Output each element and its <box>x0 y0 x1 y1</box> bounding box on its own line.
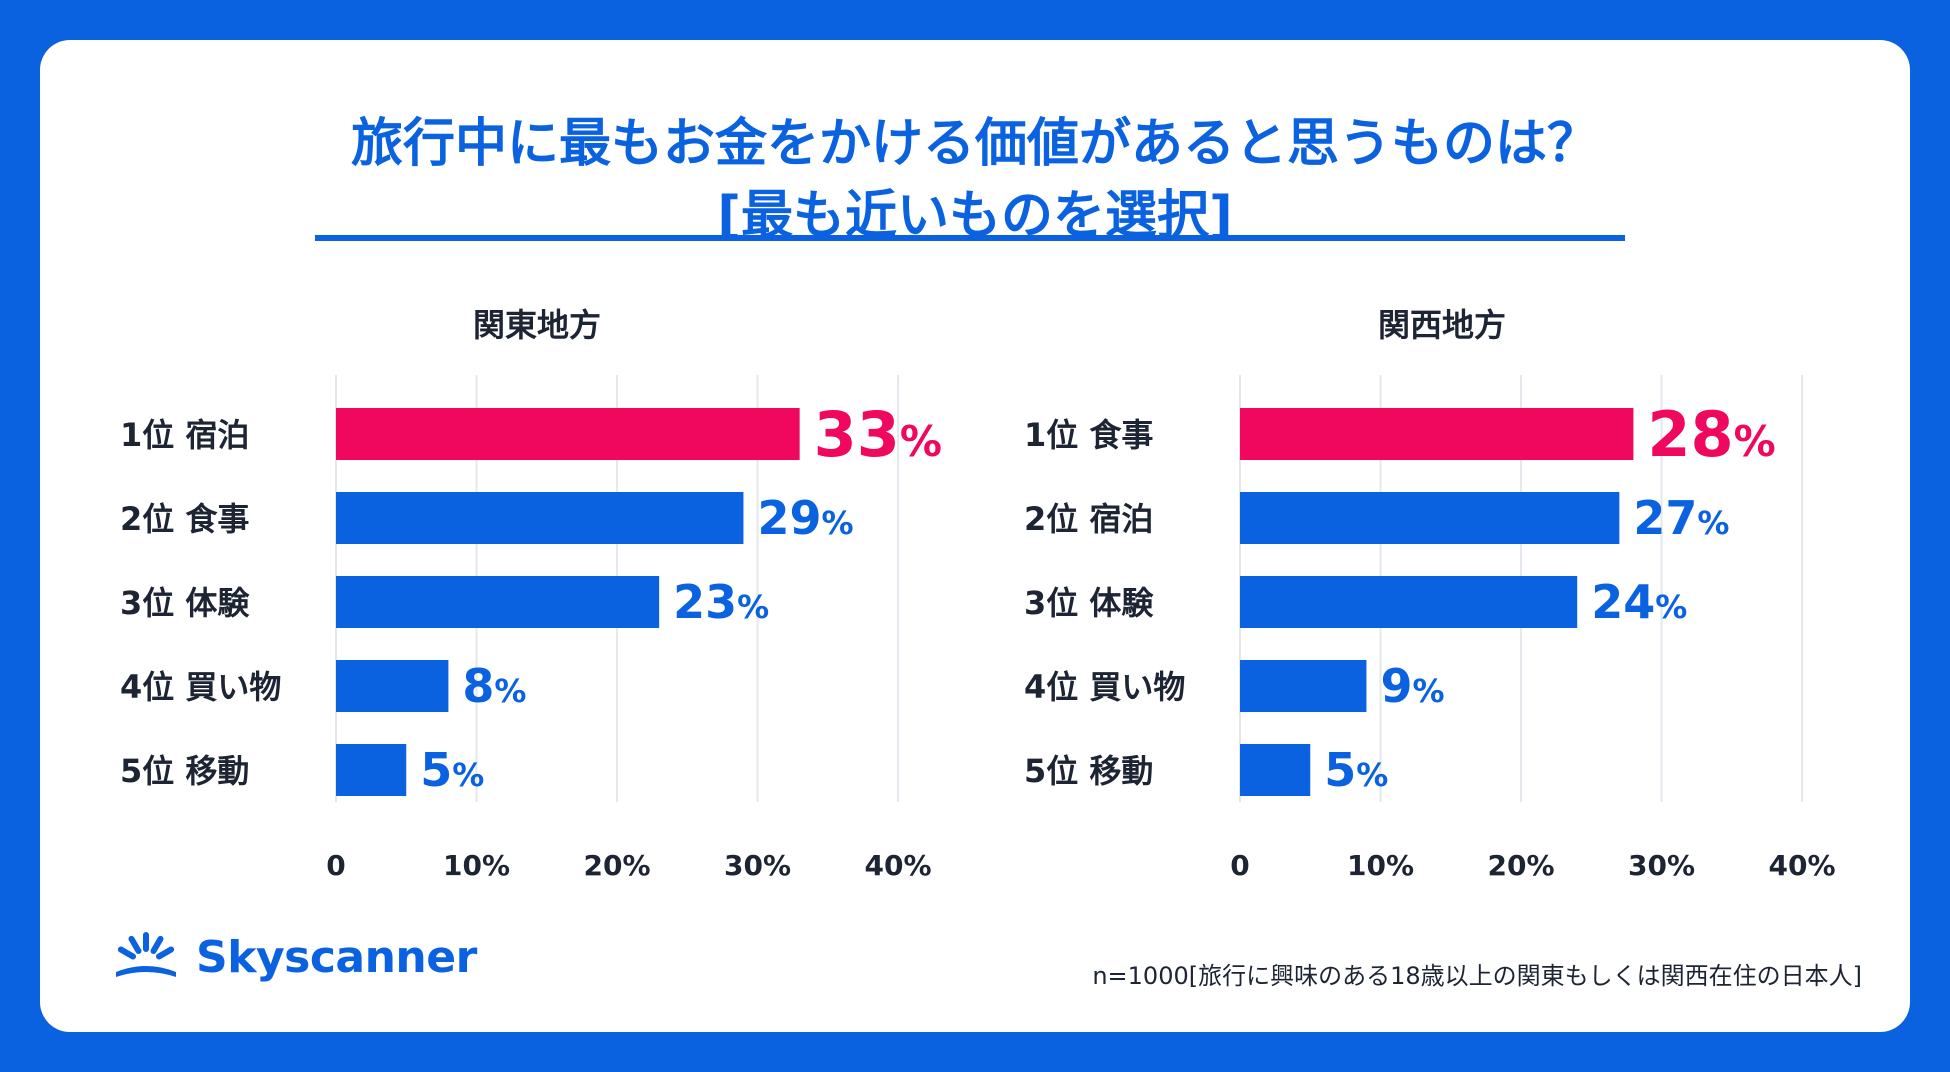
x-tick-label: 20% <box>583 849 650 882</box>
category-label: 4位 買い物 <box>120 668 281 706</box>
brand-name: Skyscanner <box>196 932 477 983</box>
value-label: 28% <box>1647 398 1775 471</box>
bar <box>336 492 744 544</box>
x-tick-label: 30% <box>1628 849 1695 882</box>
category-label: 1位 宿泊 <box>120 416 249 454</box>
bar-charts: 関東地方 0 10% 20% 30% 40% 1位 宿泊 33% 2位 食事 29% 3位 体験 23… <box>120 306 1836 882</box>
x-tick-label: 10% <box>1347 849 1414 882</box>
x-tick-label: 40% <box>864 849 931 882</box>
category-label: 2位 宿泊 <box>1024 500 1153 538</box>
bar <box>336 744 407 796</box>
category-label: 1位 食事 <box>1024 416 1153 454</box>
x-tick-label: 10% <box>443 849 510 882</box>
category-label: 3位 体験 <box>1024 584 1154 622</box>
chart-title-line1: 旅行中に最もお金をかける価値があると思うものは？ <box>350 114 1599 174</box>
infographic-card: 旅行中に最もお金をかける価値があると思うものは？ [最も近いものを選択] 関東地… <box>40 40 1910 1032</box>
value-label: 8% <box>462 659 526 713</box>
value-label: 23% <box>673 575 769 629</box>
bar <box>336 408 800 460</box>
value-label: 9% <box>1380 659 1444 713</box>
panel-title: 関東地方 <box>473 306 601 344</box>
x-tick-label: 40% <box>1768 849 1835 882</box>
category-label: 3位 体験 <box>120 584 250 622</box>
bar <box>336 576 660 628</box>
sample-footnote: n=1000[旅行に興味のある18歳以上の関東もしくは関西在住の日本人] <box>1092 962 1862 990</box>
x-tick-label: 20% <box>1487 849 1554 882</box>
value-label: 5% <box>420 743 484 797</box>
value-label: 24% <box>1591 575 1687 629</box>
category-label: 5位 移動 <box>1024 752 1153 790</box>
bar <box>1240 408 1634 460</box>
title-divider <box>315 235 1625 241</box>
category-label: 4位 買い物 <box>1024 668 1185 706</box>
bar <box>1240 744 1311 796</box>
sunrise-icon <box>116 932 176 977</box>
value-label: 33% <box>814 398 942 471</box>
value-label: 29% <box>757 491 853 545</box>
value-label: 5% <box>1324 743 1388 797</box>
bar <box>336 660 449 712</box>
skyscanner-logo: Skyscanner <box>106 930 477 990</box>
bar <box>1240 492 1620 544</box>
bar <box>1240 660 1367 712</box>
value-label: 27% <box>1633 491 1729 545</box>
bar <box>1240 576 1578 628</box>
x-tick-label: 30% <box>724 849 791 882</box>
x-tick-label: 0 <box>326 849 345 882</box>
x-tick-label: 0 <box>1230 849 1249 882</box>
category-label: 5位 移動 <box>120 752 249 790</box>
category-label: 2位 食事 <box>120 500 249 538</box>
panel-title: 関西地方 <box>1378 306 1506 344</box>
